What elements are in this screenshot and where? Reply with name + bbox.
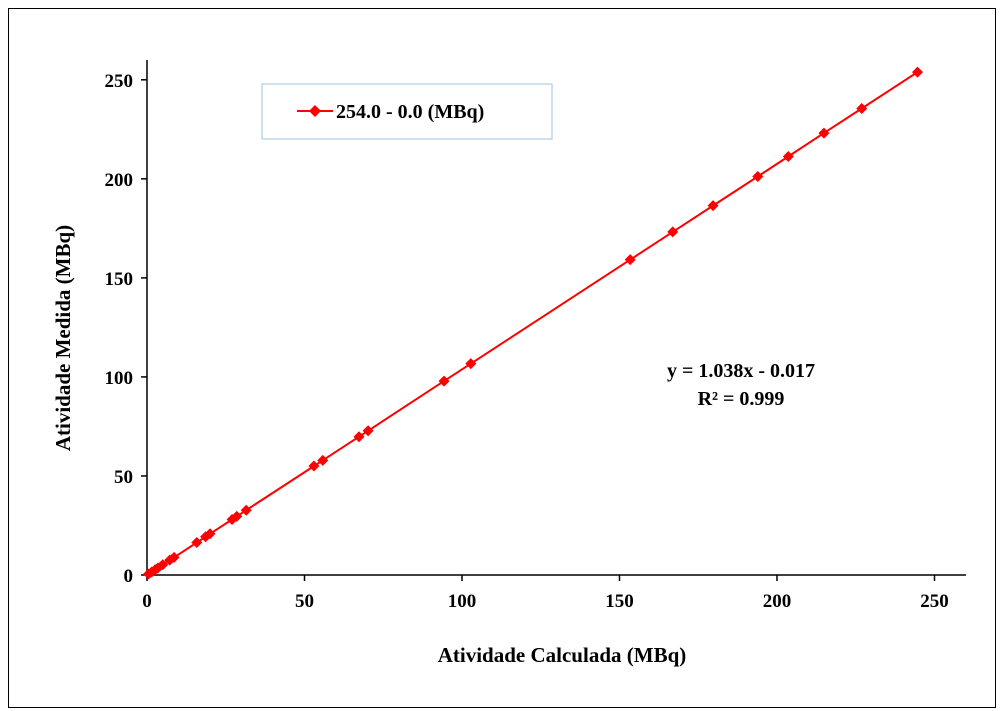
- y-tick-label: 0: [124, 566, 134, 587]
- axes: [146, 60, 966, 576]
- data-point: [752, 170, 764, 182]
- data-point: [438, 375, 450, 387]
- data-point: [782, 150, 794, 162]
- data-point: [362, 425, 374, 437]
- legend: 254.0 - 0.0 (MBq): [261, 83, 553, 140]
- x-axis-title: Atividade Calculada (MBq): [438, 643, 687, 667]
- legend-marker-swatch: [309, 105, 321, 117]
- data-point: [707, 200, 719, 212]
- data-point: [911, 66, 923, 78]
- ticks: 0 50 100 150 200 250 0 50 100 150 200 250: [105, 71, 949, 612]
- x-tick-label: 0: [142, 591, 152, 612]
- series-line: [148, 71, 919, 575]
- data-point: [240, 504, 252, 516]
- x-tick-label: 200: [763, 591, 792, 612]
- x-tick-label: 250: [920, 591, 949, 612]
- x-tick-label: 100: [448, 591, 477, 612]
- data-point: [465, 358, 477, 370]
- data-point: [624, 254, 636, 266]
- data-point: [191, 537, 203, 549]
- data-point: [231, 510, 243, 522]
- y-tick-label: 150: [105, 269, 134, 290]
- legend-label: 254.0 - 0.0 (MBq): [336, 101, 484, 123]
- y-tick-label: 50: [114, 467, 133, 488]
- equation-annotation: y = 1.038x - 0.017: [667, 360, 815, 382]
- data-point: [168, 551, 180, 563]
- y-tick-label: 250: [105, 71, 134, 92]
- x-tick-label: 50: [295, 591, 314, 612]
- y-tick-label: 200: [105, 170, 134, 191]
- data-point: [308, 460, 320, 472]
- data-point: [856, 103, 868, 115]
- data-point: [204, 528, 216, 540]
- data-point: [317, 454, 329, 466]
- x-tick-label: 150: [605, 591, 634, 612]
- series-layer: [143, 66, 923, 580]
- y-tick-label: 100: [105, 368, 134, 389]
- data-point: [818, 127, 830, 139]
- data-point: [353, 431, 365, 443]
- data-point: [667, 226, 679, 238]
- y-axis-title: Atividade Medida (MBq): [51, 225, 75, 451]
- r-squared-annotation: R² = 0.999: [698, 388, 785, 410]
- data-point: [157, 559, 169, 571]
